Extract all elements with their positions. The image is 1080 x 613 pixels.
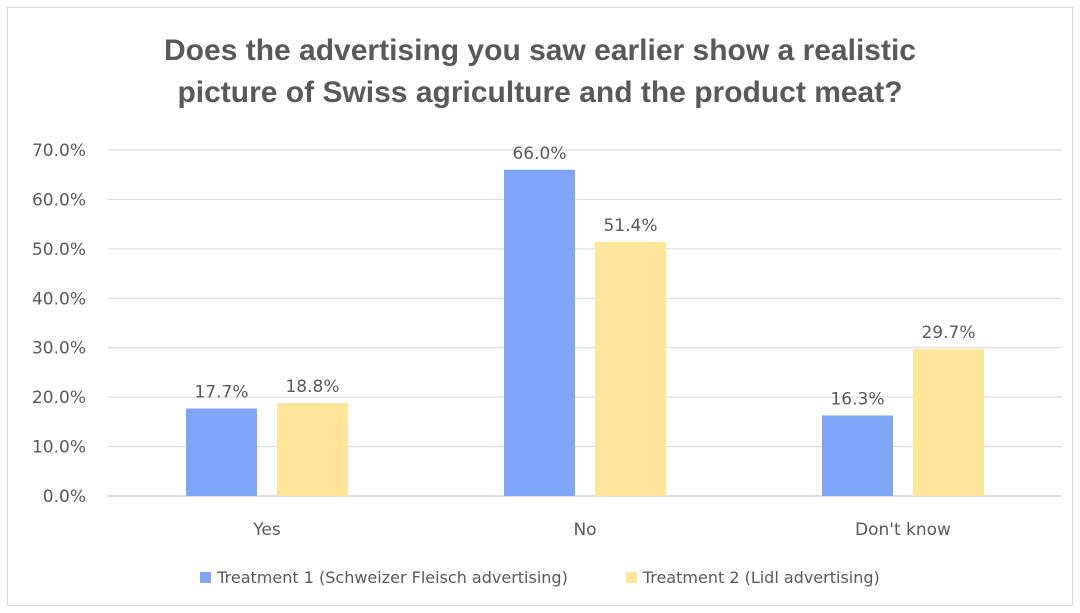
chart-title-line-2: picture of Swiss agriculture and the pro… — [177, 76, 903, 109]
legend-item-treatment-2: Treatment 2 (Lidl advertising) — [625, 568, 880, 587]
data-label: 51.4% — [603, 216, 657, 236]
data-label: 66.0% — [512, 144, 566, 164]
x-tick-label: Don't know — [855, 520, 951, 540]
data-label: 16.3% — [830, 389, 884, 409]
bar-series-1 — [822, 415, 893, 496]
bar-series-2 — [595, 241, 666, 496]
y-tick-label: 0.0% — [43, 487, 86, 507]
legend-label-treatment-1: Treatment 1 (Schweizer Fleisch advertisi… — [217, 568, 568, 587]
legend-swatch-treatment-1 — [200, 572, 212, 583]
data-label: 17.7% — [194, 383, 248, 403]
legend-swatch-treatment-2 — [625, 572, 637, 583]
chart-legend: Treatment 1 (Schweizer Fleisch advertisi… — [0, 568, 1080, 587]
data-label: 18.8% — [285, 377, 339, 397]
bar-series-1 — [504, 169, 575, 496]
x-tick-label: No — [573, 520, 596, 540]
y-tick-label: 20.0% — [32, 388, 86, 408]
y-tick-label: 10.0% — [32, 438, 86, 458]
bar-series-1 — [186, 408, 257, 496]
data-label: 29.7% — [921, 323, 975, 343]
y-tick-label: 30.0% — [32, 339, 86, 359]
y-tick-label: 60.0% — [32, 190, 86, 210]
x-tick-label: Yes — [252, 520, 281, 540]
bar-series-2 — [277, 403, 348, 496]
bar-series-2 — [913, 349, 984, 496]
chart-title: Does the advertising you saw earlier sho… — [0, 30, 1080, 114]
legend-label-treatment-2: Treatment 2 (Lidl advertising) — [642, 568, 880, 587]
legend-item-treatment-1: Treatment 1 (Schweizer Fleisch advertisi… — [200, 568, 568, 587]
y-tick-label: 70.0% — [32, 141, 86, 161]
chart-title-line-1: Does the advertising you saw earlier sho… — [164, 34, 916, 67]
y-tick-label: 50.0% — [32, 240, 86, 260]
y-tick-label: 40.0% — [32, 289, 86, 309]
